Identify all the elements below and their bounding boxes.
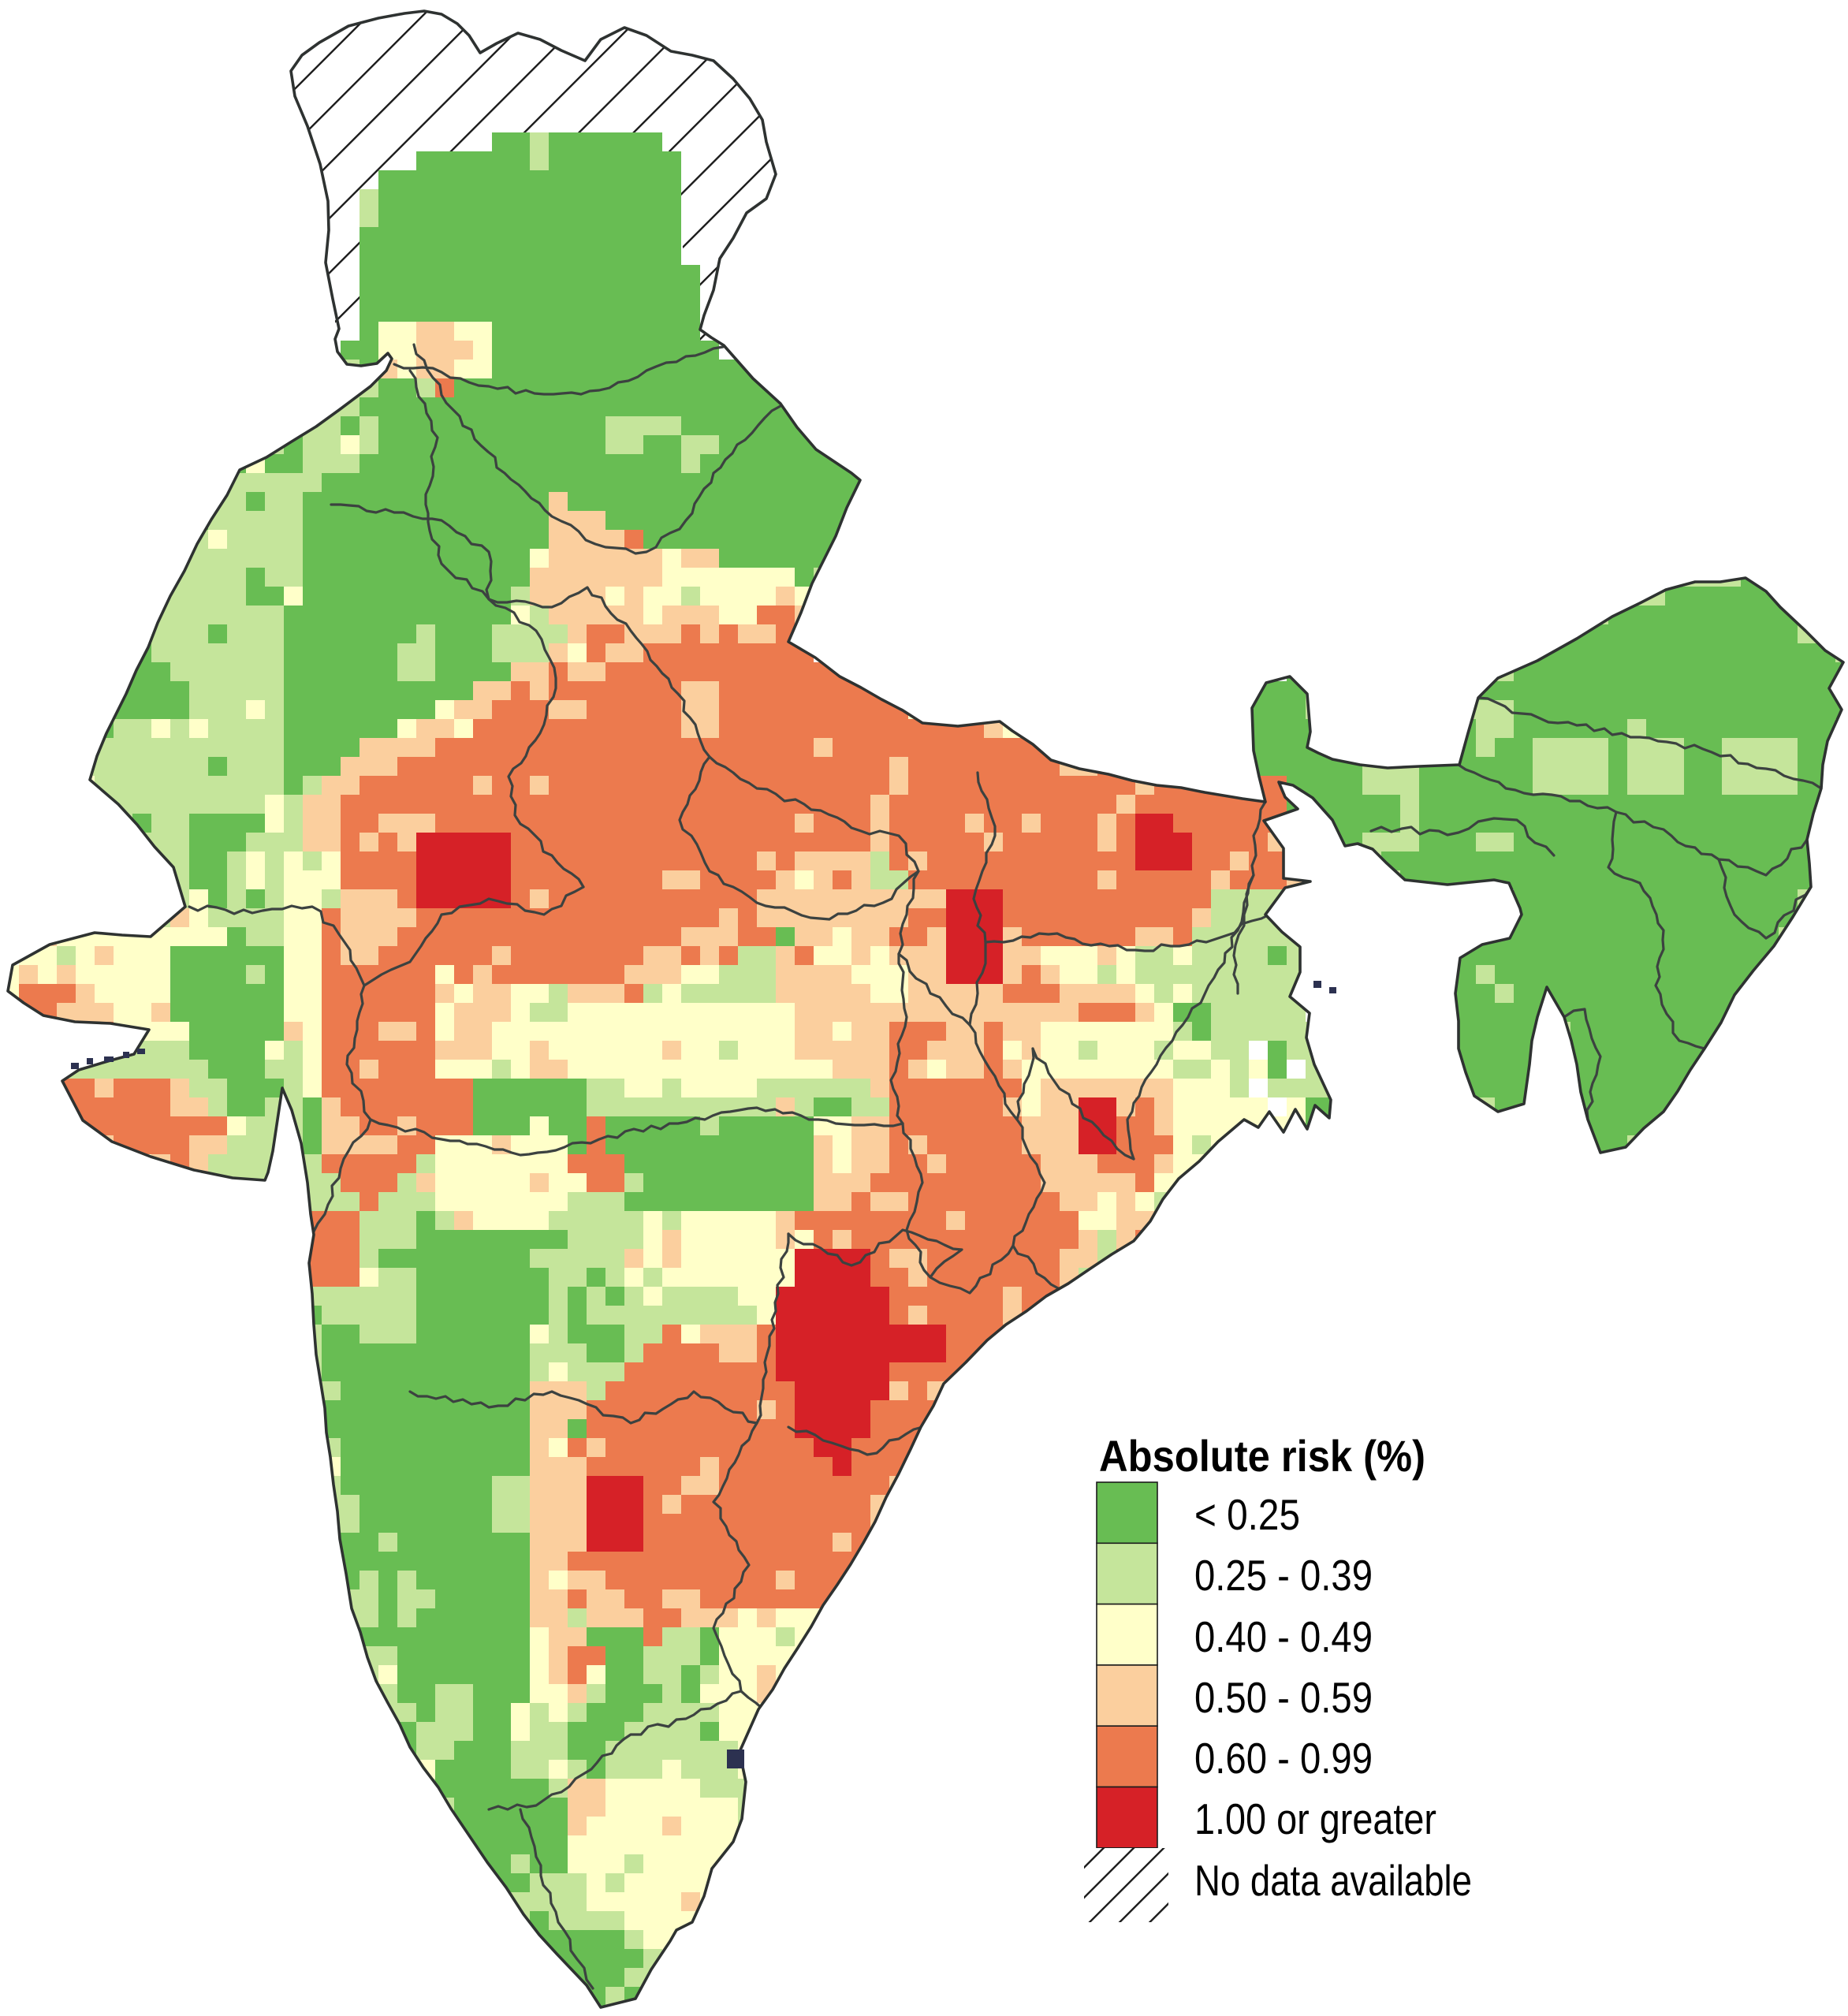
svg-text:0.40 - 0.49: 0.40 - 0.49 xyxy=(1194,1612,1373,1661)
svg-text:< 0.25: < 0.25 xyxy=(1194,1490,1300,1539)
svg-text:0.50 - 0.59: 0.50 - 0.59 xyxy=(1194,1673,1373,1722)
svg-text:Absolute risk (%): Absolute risk (%) xyxy=(1099,1431,1425,1481)
svg-text:0.60 - 0.99: 0.60 - 0.99 xyxy=(1194,1734,1373,1783)
svg-text:0.25 - 0.39: 0.25 - 0.39 xyxy=(1194,1551,1373,1600)
svg-text:No data available: No data available xyxy=(1194,1856,1472,1905)
svg-text:1.00 or greater: 1.00 or greater xyxy=(1194,1794,1436,1843)
